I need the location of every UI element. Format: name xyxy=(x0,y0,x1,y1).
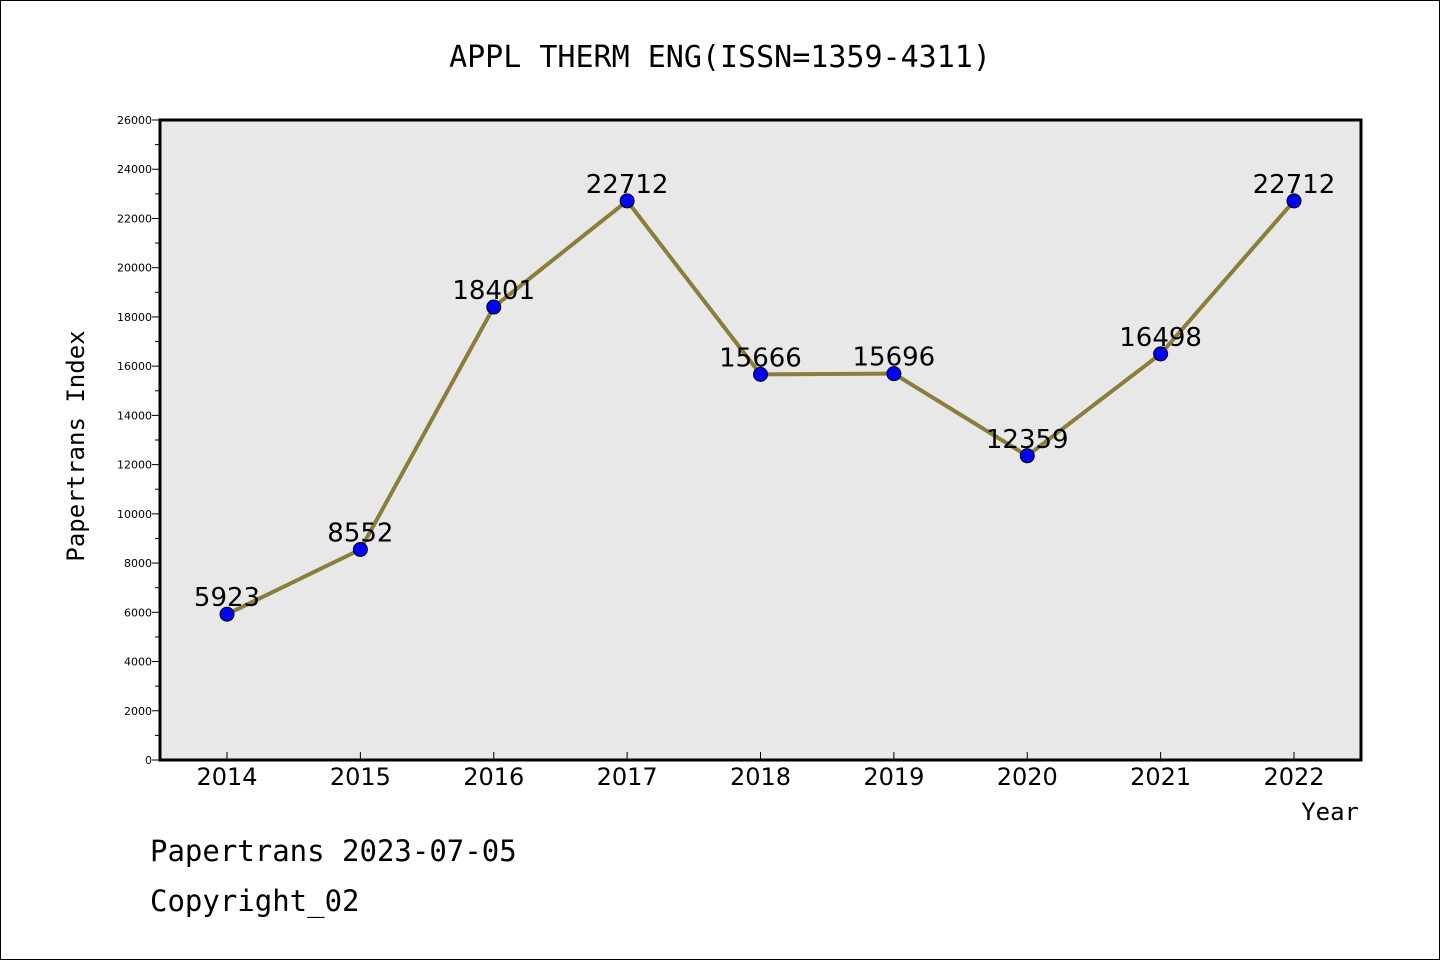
data-point xyxy=(1286,193,1302,209)
plot-area xyxy=(158,118,1363,762)
y-tick-label: 6000 xyxy=(124,606,152,619)
data-point xyxy=(486,299,502,315)
y-tick-label: 2000 xyxy=(124,705,152,718)
data-label: 12359 xyxy=(986,425,1069,455)
data-point xyxy=(619,193,635,209)
data-label: 16498 xyxy=(1119,323,1202,353)
x-tick-label: 2022 xyxy=(1263,763,1324,791)
x-tick-label: 2015 xyxy=(330,763,391,791)
x-tick-label: 2021 xyxy=(1130,763,1191,791)
y-tick-label: 12000 xyxy=(117,459,152,472)
series xyxy=(219,193,1302,622)
data-point xyxy=(352,541,368,557)
x-axis-label: Year xyxy=(1301,798,1359,826)
y-tick-label: 22000 xyxy=(117,212,152,225)
y-tick-label: 4000 xyxy=(124,656,152,669)
x-tick-label: 2014 xyxy=(196,763,257,791)
y-tick-label: 16000 xyxy=(117,360,152,373)
data-point xyxy=(1153,346,1169,362)
chart-title: APPL THERM ENG(ISSN=1359-4311) xyxy=(449,40,991,75)
y-tick-label: 20000 xyxy=(117,262,152,275)
x-tick-label: 2016 xyxy=(463,763,524,791)
x-tick-label: 2020 xyxy=(997,763,1058,791)
data-point xyxy=(1019,448,1035,464)
y-tick-label: 10000 xyxy=(117,508,152,521)
y-tick-label: 24000 xyxy=(117,163,152,176)
data-label: 8552 xyxy=(327,518,393,548)
data-point xyxy=(886,366,902,382)
y-axis-label: Papertrans Index xyxy=(62,330,90,561)
x-tick-label: 2018 xyxy=(730,763,791,791)
data-label: 22712 xyxy=(586,170,669,200)
data-label: 18401 xyxy=(452,276,535,306)
data-labels: 5923 8552 18401 22712 15666 15696 12359 16498 22… xyxy=(194,170,1335,613)
x-tick-label: 2017 xyxy=(597,763,658,791)
data-label: 5923 xyxy=(194,583,260,613)
footer-copyright: Copyright_02 xyxy=(150,884,360,918)
data-label: 15696 xyxy=(853,343,936,373)
y-axis: 0 2000 4000 6000 8000 10000 12000 14000 16000 180… xyxy=(117,114,160,767)
data-label: 22712 xyxy=(1253,170,1336,200)
y-tick-label: 18000 xyxy=(117,311,152,324)
data-point xyxy=(753,366,768,382)
x-axis: 2014 2015 2016 2017 2018 2019 2020 2021 2022 xyxy=(196,752,1325,791)
y-tick-label: 0 xyxy=(145,754,152,767)
data-label: 15666 xyxy=(719,343,802,373)
x-tick-label: 2019 xyxy=(863,763,924,791)
data-point xyxy=(219,606,235,622)
y-tick-label: 26000 xyxy=(117,114,152,127)
footer-date: Papertrans 2023-07-05 xyxy=(150,834,517,868)
y-tick-label: 14000 xyxy=(117,409,152,422)
y-tick-label: 8000 xyxy=(124,557,152,570)
